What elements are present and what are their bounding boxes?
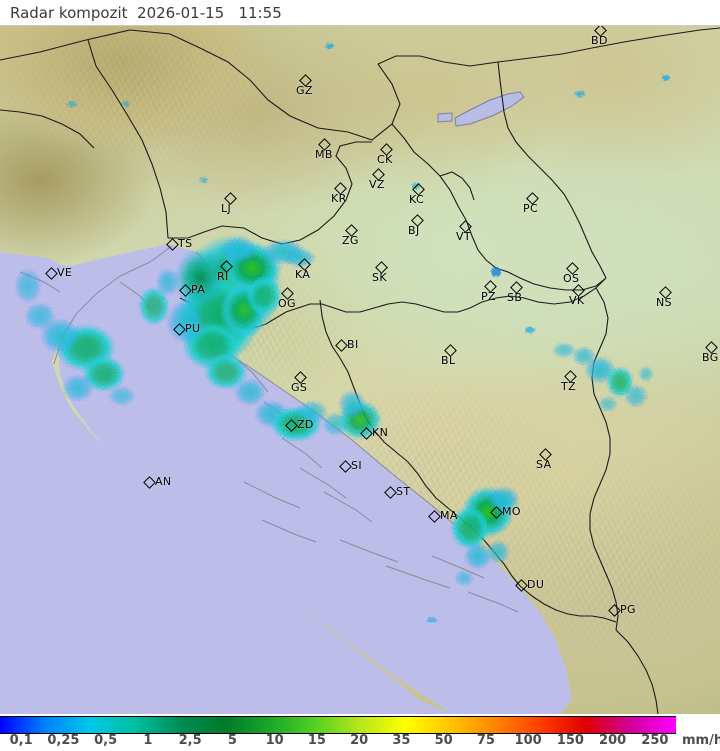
city-marker-layer: BD GZ MB CK VZ KR KC LJ PC BJ ZG VT TS RI KA OS VE SK PA OG… xyxy=(45,24,719,617)
diamond-icon xyxy=(179,284,192,297)
legend-unit: mm/h xyxy=(682,733,720,748)
city-label: PC xyxy=(523,202,539,215)
legend-tick-5: 5 xyxy=(227,733,237,748)
city-label: CK xyxy=(377,153,393,166)
city-label: SA xyxy=(536,458,552,471)
city-label: NS xyxy=(656,296,673,309)
diamond-icon xyxy=(339,460,352,473)
diamond-icon xyxy=(384,486,397,499)
diamond-icon xyxy=(285,419,298,432)
city-label: LJ xyxy=(221,202,232,215)
lake-balaton xyxy=(454,91,525,127)
radar-echo-layer xyxy=(14,43,670,623)
adriatic-sea-east xyxy=(58,244,572,714)
legend-tick-10: 50 xyxy=(434,733,453,748)
page-title: Radar kompozit 2026-01-15 11:55 xyxy=(10,4,282,22)
city-label: PZ xyxy=(481,290,496,303)
city-label: KC xyxy=(409,193,425,206)
city-label: KA xyxy=(295,268,311,281)
city-label: BG xyxy=(702,351,719,364)
legend: mm/h 0,1 0,25 0,5 1 2,5 5 10 15 20 35 50 75 100 150 20… xyxy=(0,714,720,751)
city-label: KN xyxy=(372,426,389,439)
city-label: BJ xyxy=(408,224,420,237)
city-label: BI xyxy=(347,338,359,351)
city-label: VE xyxy=(57,266,73,279)
legend-tick-13: 150 xyxy=(556,733,584,748)
city-label: ZD xyxy=(297,418,314,431)
legend-tick-7: 15 xyxy=(307,733,326,748)
legend-tick-3: 1 xyxy=(143,733,153,748)
legend-tick-1: 0,25 xyxy=(47,733,80,748)
color-scale-bar xyxy=(0,716,676,734)
diamond-icon xyxy=(335,339,348,352)
city-label: PA xyxy=(191,283,206,296)
city-label: BL xyxy=(441,354,456,367)
city-label: DU xyxy=(527,578,545,591)
city-label: SK xyxy=(372,271,387,284)
city-label: AN xyxy=(155,475,172,488)
city-label: GZ xyxy=(296,84,313,97)
diamond-icon xyxy=(173,323,186,336)
map-vector-layer xyxy=(0,27,720,714)
diamond-icon xyxy=(360,427,373,440)
city-label: RI xyxy=(217,270,229,283)
legend-tick-8: 20 xyxy=(350,733,369,748)
city-label: TZ xyxy=(561,380,577,393)
city-label: VK xyxy=(569,294,585,307)
city-label: MB xyxy=(315,148,333,161)
radar-map[interactable]: BD GZ MB CK VZ KR KC LJ PC BJ ZG VT TS RI KA OS VE SK PA OG… xyxy=(0,0,720,714)
legend-tick-4: 2,5 xyxy=(178,733,202,748)
diamond-icon xyxy=(490,506,503,519)
city-label: MO xyxy=(502,505,521,518)
legend-ticks: mm/h 0,1 0,25 0,5 1 2,5 5 10 15 20 35 50 75 100 150 20… xyxy=(0,733,720,751)
city-label: ZG xyxy=(342,234,359,247)
city-label: TS xyxy=(178,237,193,250)
adriatic-sea xyxy=(0,244,452,714)
color-scale-gradient xyxy=(0,717,676,733)
city-label: KR xyxy=(331,192,347,205)
city-label: VT xyxy=(456,230,472,243)
city-label: SI xyxy=(351,459,363,472)
city-label: VZ xyxy=(369,178,385,191)
lake-small-hu xyxy=(437,112,453,123)
city-label: OG xyxy=(278,297,296,310)
legend-tick-2: 0,5 xyxy=(94,733,118,748)
diamond-icon xyxy=(166,238,179,251)
diamond-icon xyxy=(45,267,58,280)
diamond-icon xyxy=(515,579,528,592)
legend-tick-9: 35 xyxy=(392,733,411,748)
city-label: GS xyxy=(291,381,308,394)
city-label: OS xyxy=(563,272,580,285)
title-bar: Radar kompozit 2026-01-15 11:55 xyxy=(0,0,720,26)
diamond-icon xyxy=(608,604,621,617)
city-label: PU xyxy=(185,322,201,335)
city-label: ST xyxy=(396,485,411,498)
legend-tick-15: 250 xyxy=(641,733,669,748)
legend-tick-14: 200 xyxy=(599,733,627,748)
legend-tick-0: 0,1 xyxy=(9,733,33,748)
legend-tick-6: 10 xyxy=(265,733,284,748)
echo-cells xyxy=(14,43,670,623)
city-label: BD xyxy=(591,34,608,47)
city-label: SB xyxy=(507,291,523,304)
legend-tick-12: 100 xyxy=(514,733,542,748)
legend-tick-11: 75 xyxy=(476,733,495,748)
diamond-icon xyxy=(143,476,156,489)
city-label: MA xyxy=(440,509,458,522)
city-label: PG xyxy=(620,603,636,616)
diamond-icon xyxy=(428,510,441,523)
country-borders xyxy=(0,27,720,714)
